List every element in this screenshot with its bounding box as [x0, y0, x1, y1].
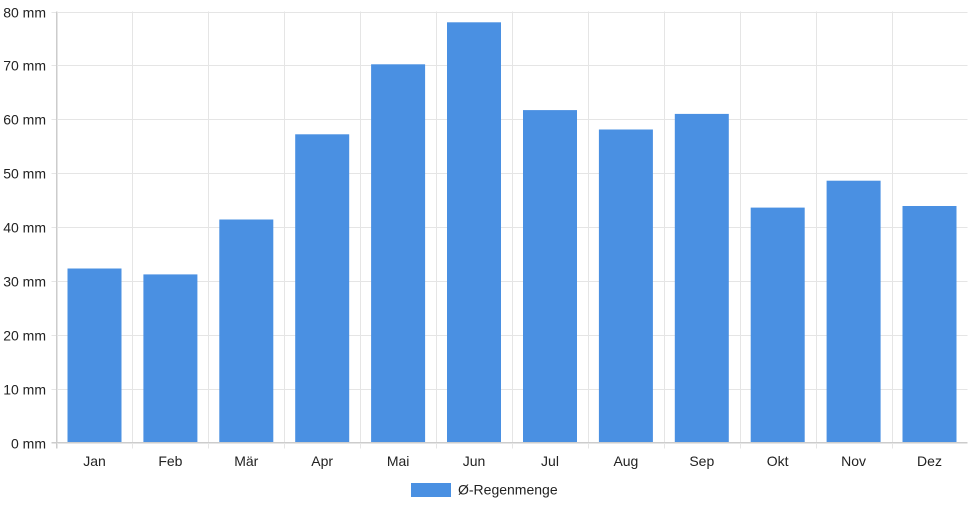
y-tick-label: 60 mm — [3, 112, 46, 128]
y-tick-label: 0 mm — [11, 436, 46, 452]
y-tick-label: 40 mm — [3, 220, 46, 236]
x-tick-label: Jun — [463, 453, 486, 469]
bar-Feb[interactable] — [143, 274, 198, 443]
bar-Aug[interactable] — [598, 129, 653, 443]
x-tick-label: Apr — [311, 453, 333, 469]
x-tick-label: Aug — [613, 453, 638, 469]
x-axis-tick-labels: Jan Feb Mär Apr Mai Jun Jul Aug Sep Okt Nov Dez — [83, 453, 942, 469]
y-tick-label: 10 mm — [3, 382, 46, 398]
y-tick-label: 20 mm — [3, 328, 46, 344]
x-tick-label: Jul — [541, 453, 559, 469]
bar-Apr[interactable] — [295, 134, 350, 443]
y-tick-label: 70 mm — [3, 58, 46, 74]
x-tick-label: Nov — [841, 453, 866, 469]
bar-Dez[interactable] — [902, 206, 957, 443]
bar-Jun[interactable] — [447, 22, 501, 443]
legend-swatch[interactable] — [411, 483, 451, 497]
bars — [67, 22, 957, 443]
bar-Jul[interactable] — [523, 110, 577, 443]
legend[interactable]: Ø-Regenmenge — [411, 482, 558, 498]
y-tick-label: 30 mm — [3, 274, 46, 290]
x-tick-label: Dez — [917, 453, 942, 469]
legend-label[interactable]: Ø-Regenmenge — [458, 482, 558, 498]
y-axis-tick-labels: 0 mm 10 mm 20 mm 30 mm 40 mm 50 mm 60 mm 70 mm 8… — [3, 5, 46, 452]
y-tick-label: 50 mm — [3, 166, 46, 182]
x-tick-label: Sep — [689, 453, 714, 469]
x-tick-label: Jan — [83, 453, 106, 469]
axes — [51, 11, 968, 449]
bar-Mär[interactable] — [219, 219, 274, 443]
bar-Sep[interactable] — [674, 113, 729, 443]
x-tick-label: Mär — [234, 453, 258, 469]
x-tick-label: Feb — [158, 453, 182, 469]
bar-Okt[interactable] — [750, 207, 805, 443]
bar-Nov[interactable] — [826, 180, 881, 443]
grid-lines — [51, 11, 968, 449]
y-tick-label: 80 mm — [3, 5, 46, 21]
x-tick-label: Okt — [767, 453, 789, 469]
bar-Jan[interactable] — [67, 268, 122, 443]
bar-Mai[interactable] — [371, 64, 426, 443]
x-tick-label: Mai — [387, 453, 410, 469]
